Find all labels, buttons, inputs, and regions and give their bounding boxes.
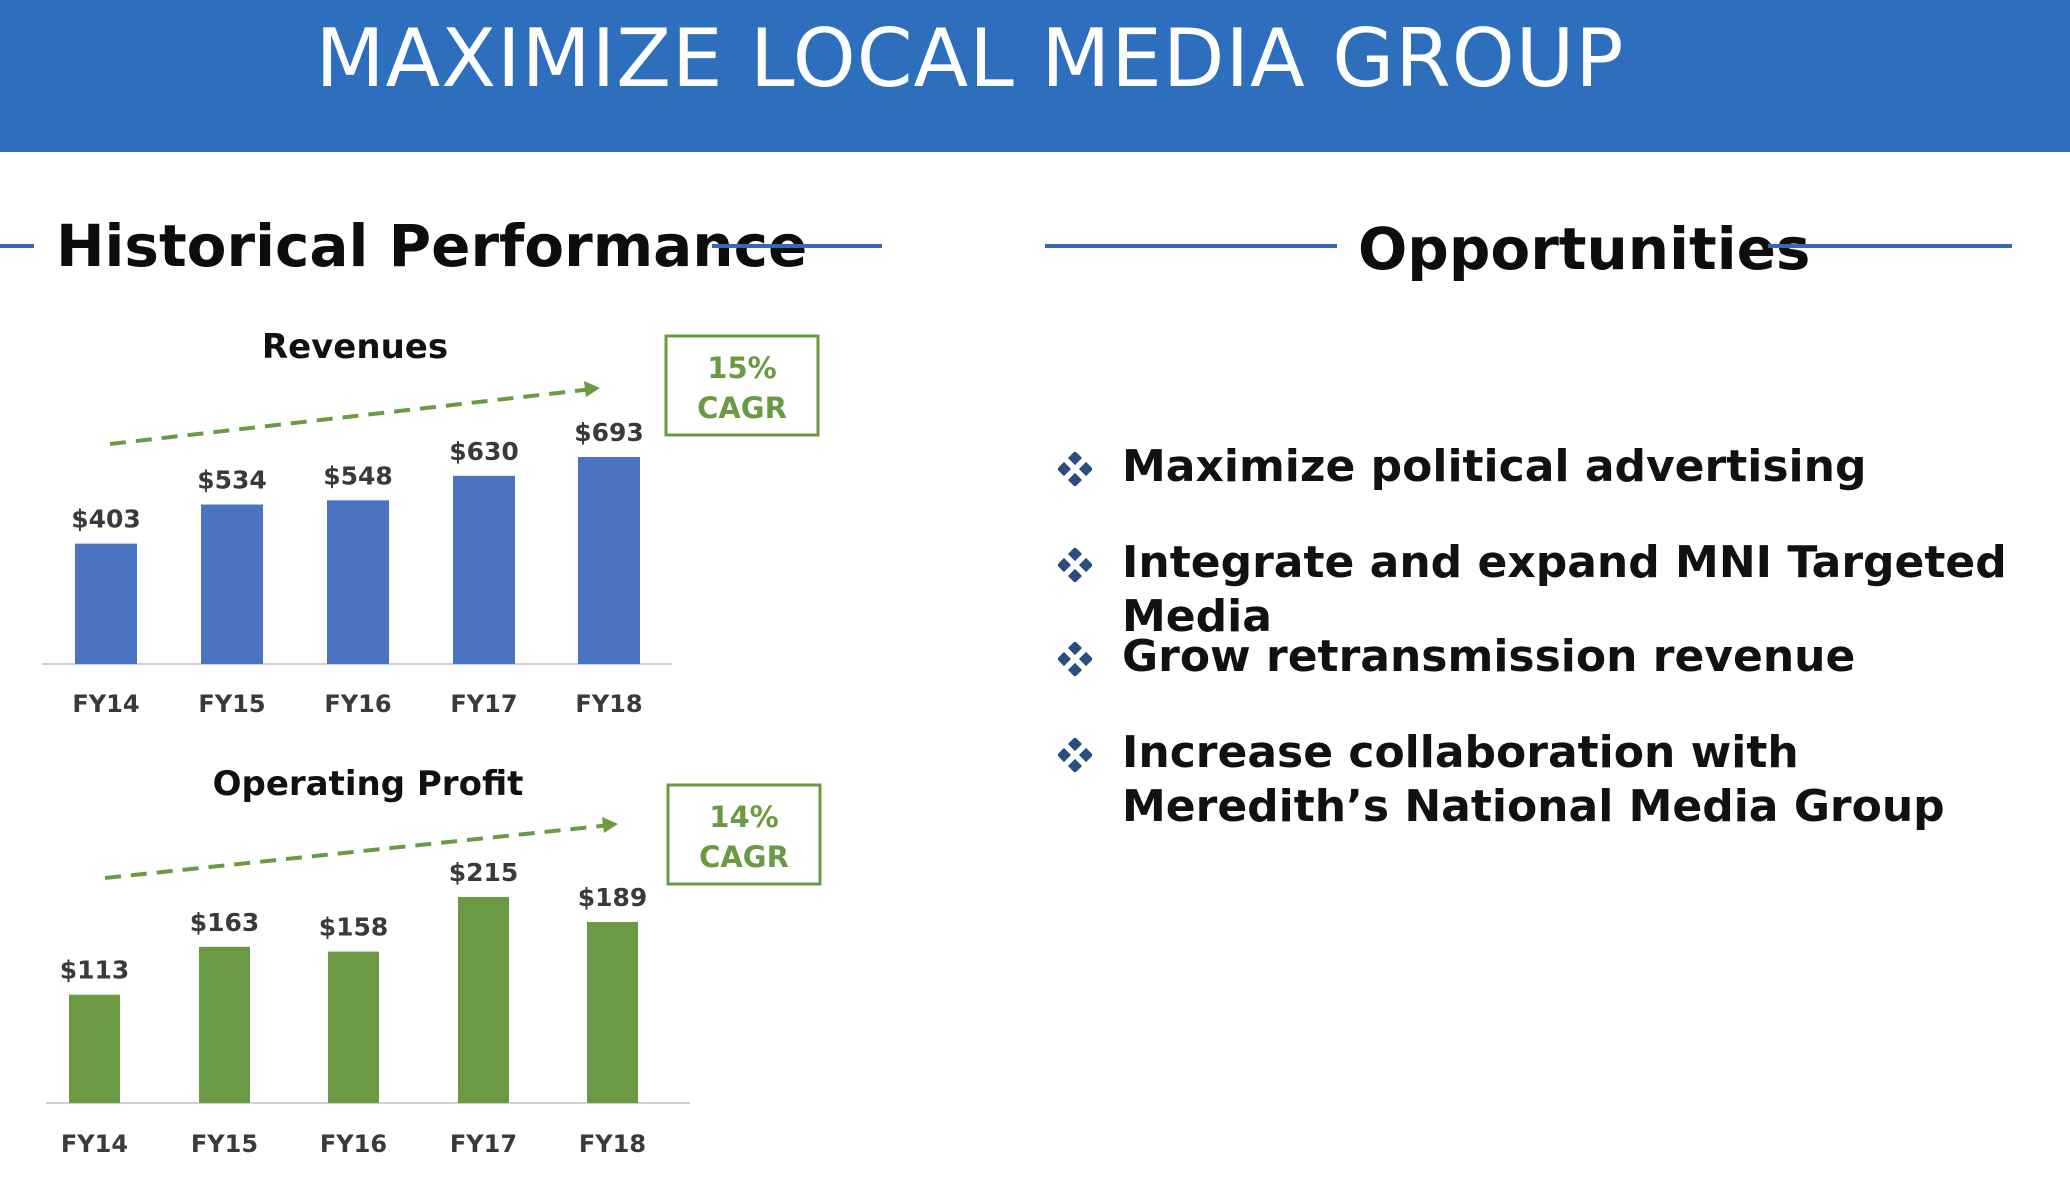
- left-heading-rule-left: [0, 244, 34, 248]
- right-heading-rule-left: [1045, 244, 1337, 248]
- x-tick-label: FY17: [450, 1130, 517, 1158]
- title-bar: MAXIMIZE LOCAL MEDIA GROUP: [0, 0, 2070, 152]
- bullet-text: Integrate and expand MNI Targeted Media: [1122, 537, 2007, 642]
- data-label: $534: [197, 465, 267, 494]
- diamond-bullet-icon: [1058, 642, 1092, 676]
- trend-arrow-line: [104, 823, 607, 880]
- cagr-label: CAGR: [697, 391, 787, 425]
- bullet-text: Maximize political advertising: [1122, 441, 1867, 492]
- bar: [587, 921, 638, 1103]
- trend-arrow-line: [109, 387, 589, 446]
- data-label: $693: [574, 418, 644, 447]
- x-tick-label: FY18: [575, 690, 642, 718]
- opportunities-heading: Opportunities: [1358, 215, 1811, 283]
- historical-performance-heading: Historical Performance: [56, 212, 808, 280]
- x-tick-label: FY15: [198, 690, 265, 718]
- x-tick-label: FY15: [191, 1130, 258, 1158]
- bar: [69, 994, 120, 1103]
- data-label: $113: [60, 956, 130, 985]
- x-tick-label: FY14: [61, 1130, 128, 1158]
- data-label: $163: [190, 908, 260, 937]
- right-heading-rule-right: [1768, 244, 2012, 248]
- trend-arrow-head: [584, 381, 600, 397]
- cagr-label: CAGR: [699, 840, 789, 874]
- diamond-bullet-icon: [1058, 548, 1092, 582]
- chart-title: Revenues: [262, 327, 448, 367]
- bar: [458, 897, 509, 1103]
- bar: [75, 543, 137, 664]
- x-tick-label: FY17: [450, 690, 517, 718]
- cagr-percent: 14%: [709, 800, 778, 834]
- x-tick-label: FY18: [579, 1130, 646, 1158]
- page-title: MAXIMIZE LOCAL MEDIA GROUP: [315, 12, 1625, 105]
- diamond-bullet-icon: [1058, 738, 1092, 772]
- data-label: $215: [449, 858, 519, 887]
- data-label: $158: [319, 913, 389, 942]
- bullet-text: Increase collaboration with Meredith’s N…: [1122, 727, 1945, 832]
- x-tick-label: FY14: [72, 690, 139, 718]
- bar: [201, 504, 263, 664]
- bullet-text: Grow retransmission revenue: [1122, 631, 1856, 682]
- bar: [453, 475, 515, 664]
- data-label: $189: [578, 883, 648, 912]
- cagr-percent: 15%: [707, 351, 776, 385]
- x-tick-label: FY16: [324, 690, 391, 718]
- data-label: $630: [449, 437, 519, 466]
- trend-arrow-head: [602, 817, 618, 833]
- bar: [199, 946, 250, 1103]
- chart-title: Operating Profit: [213, 764, 524, 804]
- bar: [327, 500, 389, 664]
- data-label: $403: [71, 505, 141, 534]
- diamond-bullet-icon: [1058, 452, 1092, 486]
- bar: [578, 457, 640, 664]
- bar: [328, 951, 379, 1103]
- cagr-box: [666, 783, 822, 886]
- x-tick-label: FY16: [320, 1130, 387, 1158]
- left-heading-rule-right: [712, 244, 882, 248]
- charts-area: Revenues $403 FY14 $534 FY15 $548 FY16 $630 FY17…: [42, 327, 822, 1158]
- data-label: $548: [323, 461, 393, 490]
- cagr-box: [664, 334, 820, 437]
